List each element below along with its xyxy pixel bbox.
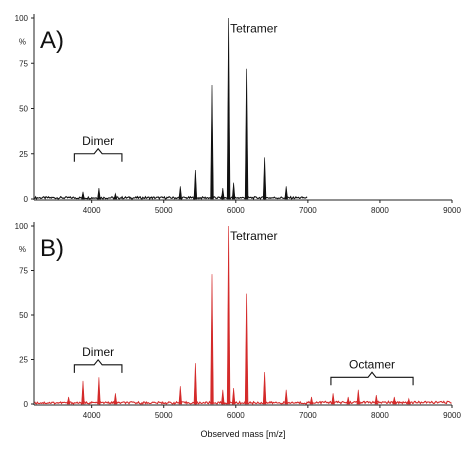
spectrum-peak [392,396,397,405]
spectrum-peak [226,225,231,405]
x-tick-label: 5000 [155,411,173,420]
x-tick-label: 9000 [443,411,461,420]
annotation-bracket [73,358,123,373]
spectrum-peak [113,192,118,200]
spectrum-peak [346,396,350,405]
spectrum-peak [284,389,288,405]
spectrum-peak [262,371,267,405]
x-tick-label: 7000 [299,411,317,420]
annotation-label: Dimer [82,345,114,359]
y-unit-label: % [19,245,26,254]
spectrum-peak [193,363,198,405]
x-tick-label: 6000 [227,206,245,215]
annotation-bracket [73,147,123,162]
x-tick-label: 7000 [299,206,317,215]
annotation-label: Tetramer [230,21,277,35]
x-tick-label: 5000 [155,206,173,215]
x-tick-label: 8000 [371,206,389,215]
spectrum-panel-b: 0 25 50 75 100% 4000 5000 6000 7000 8000 9000 B) Dim… [15,222,461,420]
y-tick-label: 100 [15,222,29,231]
annotation-label: Tetramer [230,229,277,243]
spectrum-peak [178,186,183,200]
spectrum-peak [66,396,71,405]
spectrum-peak [193,169,198,200]
spectrum-peak [284,186,288,200]
annotation-label: Octamer [349,357,395,371]
spectrum-peak [231,182,236,200]
y-tick-label: 0 [24,400,29,409]
spectrum-peak [244,293,249,405]
annotation-bracket [330,371,414,386]
panel-label: B) [40,235,64,262]
spectrum-peak [374,395,379,405]
spectrum-baseline-trace [34,400,452,406]
x-tick-label: 8000 [371,411,389,420]
spectrum-peak [226,17,231,200]
x-tick-label: 6000 [227,411,245,420]
x-tick-label: 4000 [83,411,101,420]
spectrum-peak [178,386,183,405]
y-unit-label: % [19,38,26,47]
y-tick-label: 25 [19,356,28,365]
spectrum-peak [97,188,101,200]
x-tick-label: 4000 [83,206,101,215]
spectrum-peak [210,274,214,405]
y-tick-label: 25 [19,150,28,159]
spectrum-peak [221,389,225,405]
x-axis-title: Observed mass [m/z] [200,429,285,439]
spectrum-peak [309,396,314,405]
y-tick-label: 0 [24,195,29,204]
spectrum-baseline-trace [34,195,308,201]
spectrum-peak [81,380,85,405]
y-tick-label: 75 [19,267,28,276]
spectrum-peak [407,397,411,405]
annotation-label: Dimer [82,134,114,148]
spectrum-peak [262,157,267,200]
spectrum-peak [97,377,101,405]
spectrum-peak [81,191,85,200]
spectrum-peak [244,68,249,200]
spectrum-peak [356,389,361,405]
y-tick-label: 50 [19,311,28,320]
spectrum-peak [231,387,236,405]
spectrum-peak [331,393,335,405]
spectrum-peak [210,84,214,200]
x-tick-label: 9000 [443,206,461,215]
y-tick-label: 75 [19,59,28,68]
panel-label: A) [40,27,64,54]
spectrum-peak [113,393,118,405]
y-tick-label: 100 [15,14,29,23]
spectrum-panel-a: 0 25 50 75 100% 4000 5000 6000 7000 8000 9000 A) Dim… [15,14,461,215]
spectrum-peak [221,188,225,200]
y-tick-label: 50 [19,105,28,114]
